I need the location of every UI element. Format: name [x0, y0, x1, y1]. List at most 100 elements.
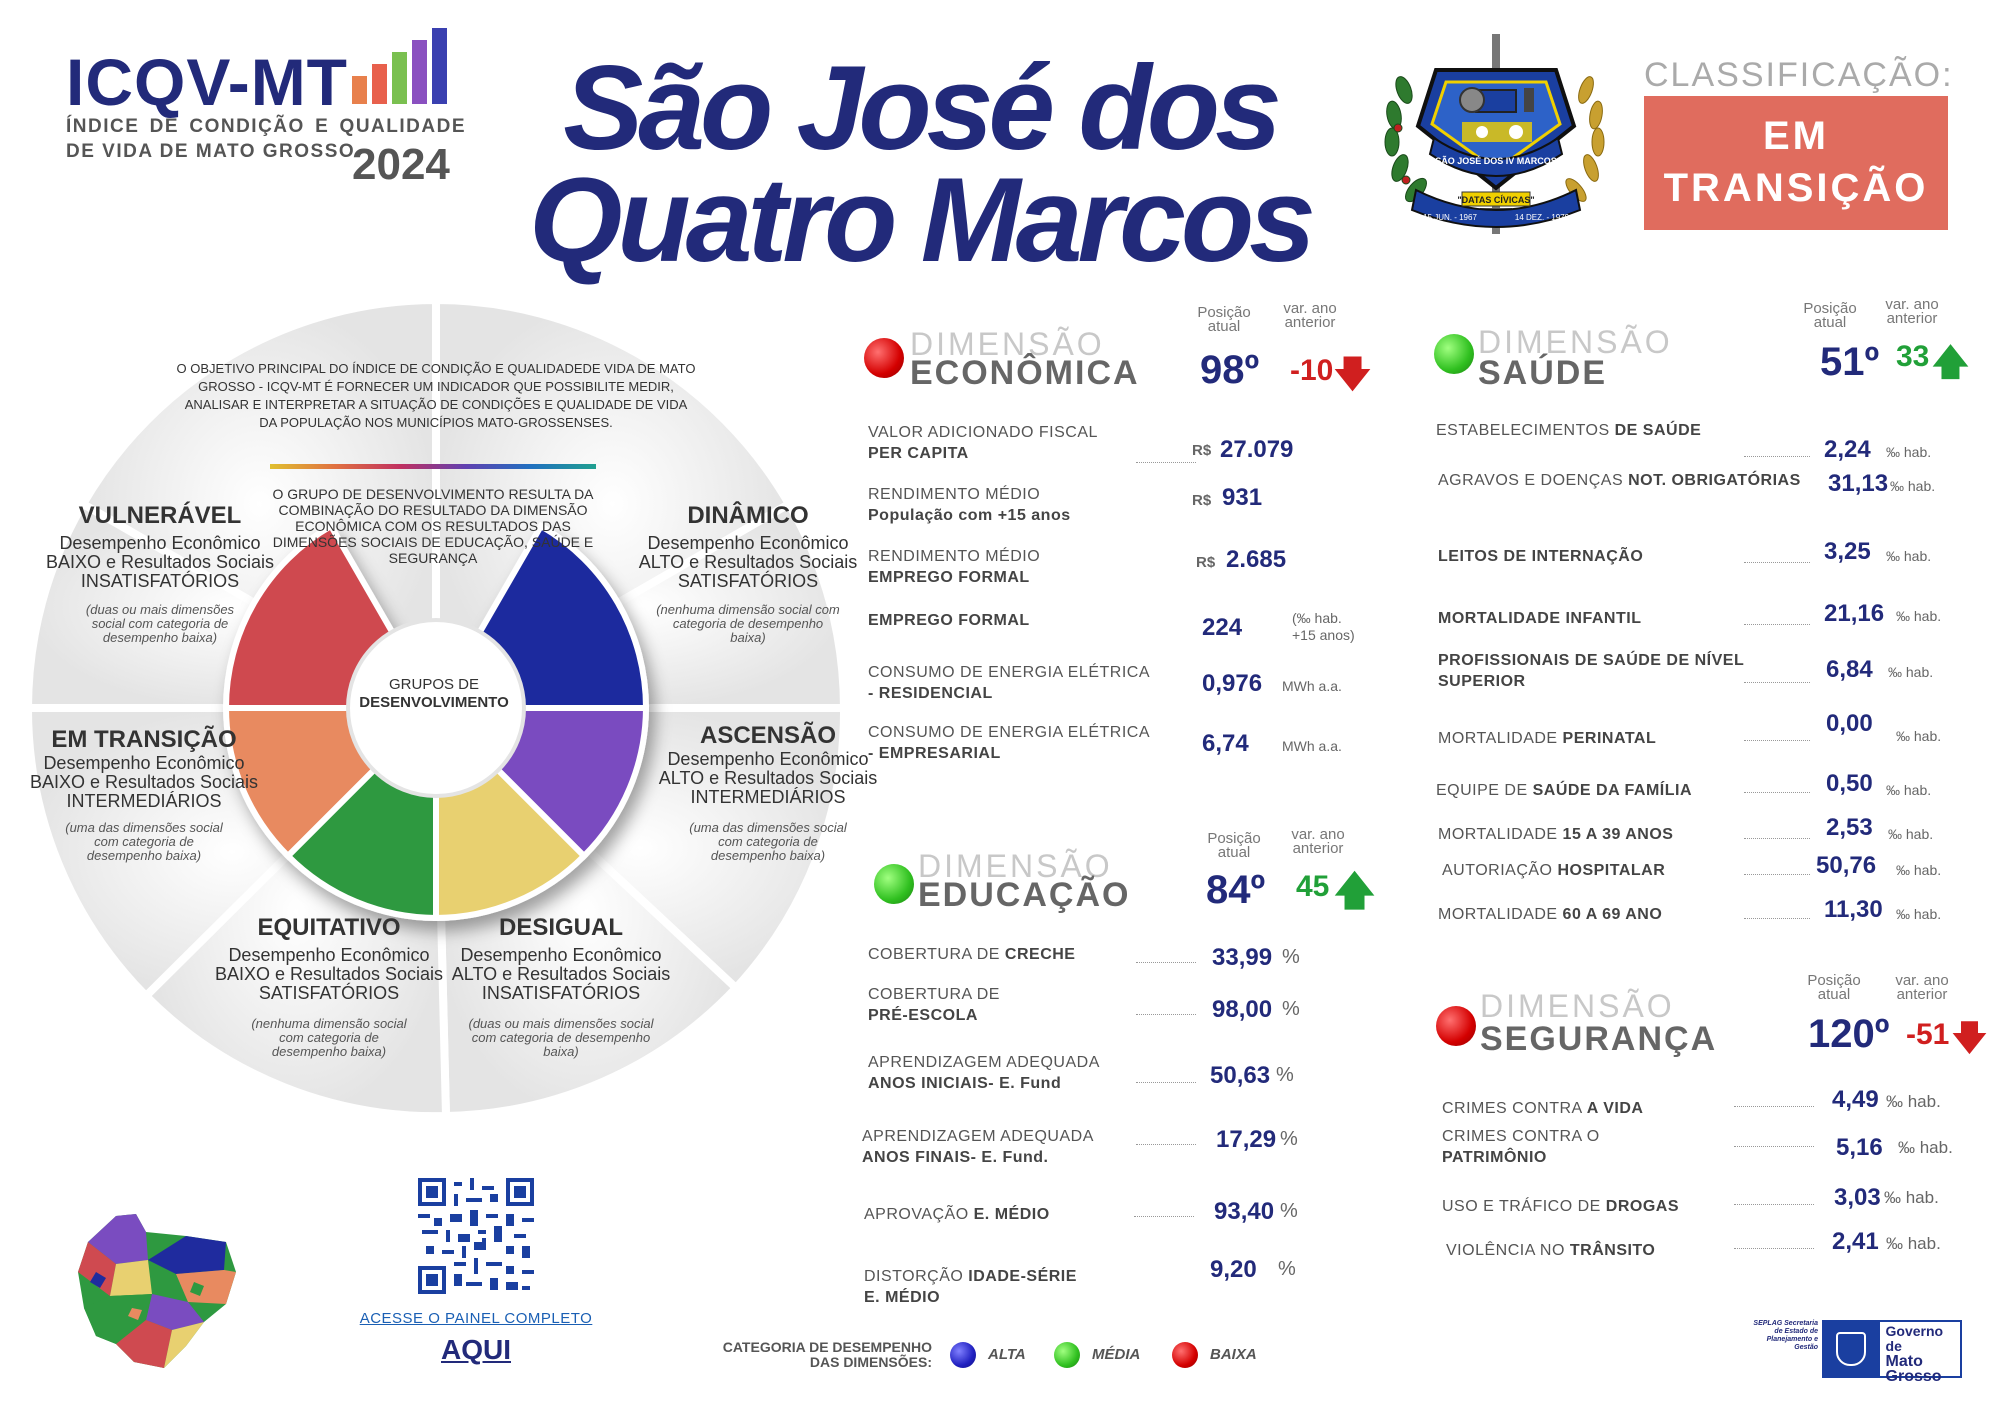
economica-rank: 98º — [1200, 348, 1260, 392]
ascensao-label: ASCENSÃO Desempenho Econômico ALTO e Res… — [648, 722, 888, 863]
indicator-value: 93,40 — [1214, 1198, 1275, 1225]
economica-variation: -10 — [1290, 354, 1334, 387]
indicator-value: 98,00 — [1212, 996, 1273, 1023]
classification-line2: TRANSIÇÃO — [1663, 166, 1929, 210]
indicator-label: MORTALIDADE INFANTIL — [1438, 610, 1642, 627]
seguranca-indicator-row: USO E TRÁFICO DE DROGAS 3,03 ‰ hab. — [1442, 1184, 1962, 1217]
indicator-label: CRIMES CONTRA A VIDA — [1442, 1100, 1644, 1117]
desigual-title: DESIGUAL — [498, 914, 623, 941]
indicator-unit: ‰ hab. — [1888, 826, 1934, 842]
em-transicao-desc: Desempenho Econômico BAIXO e Resultados … — [29, 753, 259, 811]
educacao-indicator-row: COBERTURA DE CRECHE 33,99 % — [868, 944, 1328, 971]
indicator-value: 0,00 — [1826, 710, 1873, 737]
vulneravel-title: VULNERÁVEL — [78, 502, 242, 529]
equitativo-note: (nenhuma dimensão social com categoria d… — [251, 1016, 407, 1059]
indicator-label: RENDIMENTO MÉDIO EMPREGO FORMAL — [868, 548, 1041, 586]
indicator-unit: % — [1282, 998, 1300, 1020]
saude-variation-header: var. ano anterior — [1885, 296, 1939, 327]
indicator-unit: (‰ hab. +15 anos) — [1292, 610, 1355, 643]
mato-grosso-map — [78, 1214, 236, 1368]
indicator-value: 224 — [1202, 614, 1243, 641]
gov-line3: Grosso — [1885, 1368, 1942, 1385]
indicator-label: EMPREGO FORMAL — [868, 612, 1030, 629]
economica-dimension-word: DIMENSÃO — [910, 326, 1105, 362]
indicator-unit: MWh a.a. — [1282, 738, 1342, 754]
indicator-label: CONSUMO DE ENERGIA ELÉTRICA - RESIDENCIAL — [868, 664, 1150, 702]
objective-text: O OBJETIVO PRINCIPAL DO ÍNDICE DE CONDIÇ… — [176, 361, 696, 430]
gov-line1: Governo de — [1885, 1323, 1944, 1354]
indicator-value: 6,84 — [1826, 656, 1873, 683]
seguranca-title: SEGURANÇA — [1480, 1020, 1718, 1058]
indicator-label: VIOLÊNCIA NO TRÂNSITO — [1446, 1242, 1656, 1259]
saude-indicator-row: MORTALIDADE PERINATAL 0,00 ‰ hab. — [1438, 710, 1978, 749]
indicator-value: 3,25 — [1824, 538, 1871, 565]
emblem-ribbon-text: "DATAS CÍVICAS" — [1457, 195, 1534, 205]
educacao-indicator-row: APRENDIZAGEM ADEQUADA ANOS FINAIS- E. Fun… — [862, 1126, 1322, 1168]
indicator-label: MORTALIDADE PERINATAL — [1438, 730, 1657, 747]
indicator-unit: ‰ hab. — [1886, 782, 1932, 798]
qr-code[interactable] — [418, 1178, 534, 1294]
educacao-variation: 45 — [1296, 870, 1330, 903]
indicator-label: APROVAÇÃO E. MÉDIO — [864, 1206, 1050, 1223]
seguranca-indicator-row: VIOLÊNCIA NO TRÂNSITO 2,41 ‰ hab. — [1446, 1228, 1966, 1261]
indicator-label: AUTORIAÇÃO HOSPITALAR — [1442, 862, 1666, 879]
saude-indicator-row: LEITOS DE INTERNAÇÃO 3,25 ‰ hab. — [1438, 538, 1978, 567]
desigual-label: DESIGUAL Desempenho Econômico ALTO e Res… — [446, 914, 676, 1059]
saude-category-dot — [1434, 334, 1474, 374]
indicator-label: COBERTURA DE CRECHE — [868, 946, 1076, 963]
legend-title: CATEGORIA DE DESEMPENHO DAS DIMENSÕES: — [722, 1339, 932, 1370]
seguranca-position-header: Posição atual — [1807, 972, 1861, 1003]
classification-line1: EM — [1763, 114, 1829, 158]
saude-title: SAÚDE — [1478, 354, 1608, 392]
saude-variation: 33 — [1896, 340, 1930, 373]
bar-chart-icon — [352, 28, 456, 104]
legend-dot-media — [1054, 1342, 1080, 1368]
vulneravel-desc: Desempenho Econômico BAIXO e Resultados … — [45, 533, 275, 591]
government-seal-icon — [1824, 1322, 1880, 1376]
indicator-label: VALOR ADICIONADO FISCAL PER CAPITA — [868, 424, 1098, 462]
indicator-label: LEITOS DE INTERNAÇÃO — [1438, 548, 1644, 565]
panel-aqui-link[interactable]: AQUI — [441, 1334, 511, 1365]
saude-indicator-row: MORTALIDADE 60 A 69 ANO 11,30 ‰ hab. — [1438, 888, 1978, 925]
indicator-value: 4,49 — [1832, 1086, 1879, 1113]
economica-indicator-row: RENDIMENTO MÉDIO EMPREGO FORMAL R$ 2.685 — [868, 546, 1488, 588]
emblem-date-right: 14 DEZ. - 1979 — [1515, 213, 1570, 222]
arrow-up-icon: 🡅 — [1334, 869, 1376, 913]
indicator-unit: ‰ hab. — [1886, 548, 1932, 564]
saude-indicator-row: AGRAVOS E DOENÇAS NOT. OBRIGATÓRIAS 31,1… — [1438, 470, 1978, 497]
educacao-indicator-row: COBERTURA DE PRÉ-ESCOLA 98,00 % — [868, 984, 1328, 1026]
vulneravel-label: VULNERÁVEL Desempenho Econômico BAIXO e … — [40, 502, 280, 645]
indicator-label: USO E TRÁFICO DE DROGAS — [1442, 1198, 1680, 1215]
coat-of-arms-emblem: SÃO JOSÉ DOS IV MARCOS "DATAS CÍVICAS" 1… — [1384, 34, 1605, 234]
educacao-indicator-row: APRENDIZAGEM ADEQUADA ANOS INICIAIS- E. F… — [868, 1052, 1328, 1094]
indicator-unit: % — [1276, 1064, 1294, 1086]
government-name: Governo de Mato Grosso — [1880, 1322, 1960, 1385]
indicator-label: MORTALIDADE 15 A 39 ANOS — [1438, 826, 1674, 843]
indicator-value: 0,976 — [1202, 670, 1263, 697]
currency-label: R$ — [1192, 492, 1212, 509]
logo-subtitle: ÍNDICE DE CONDIÇÃO E QUALIDADE DE VIDA D… — [66, 116, 466, 162]
wheel-center — [346, 618, 526, 798]
indicator-unit: ‰ hab. — [1896, 728, 1942, 744]
em-transicao-note: (uma das dimensões social com categoria … — [65, 820, 223, 863]
legend-label-baixa: BAIXA — [1210, 1346, 1257, 1363]
indicator-label: DISTORÇÃO IDADE-SÉRIE E. MÉDIO — [864, 1268, 1077, 1306]
economica-indicator-row: RENDIMENTO MÉDIO População com +15 anos R… — [868, 484, 1488, 526]
indicator-unit: % — [1280, 1128, 1298, 1150]
saude-position-header: Posição atual — [1803, 300, 1857, 331]
panel-link[interactable]: ACESSE O PAINEL COMPLETO — [359, 1310, 593, 1327]
educacao-title: EDUCAÇÃO — [918, 876, 1131, 914]
indicator-label: PROFISSIONAIS DE SAÚDE DE NÍVEL SUPERIOR — [1438, 652, 1745, 690]
indicator-label: APRENDIZAGEM ADEQUADA ANOS FINAIS- E. Fun… — [862, 1128, 1094, 1166]
indicator-unit: MWh a.a. — [1282, 678, 1342, 694]
indicator-label: APRENDIZAGEM ADEQUADA ANOS INICIAIS- E. F… — [868, 1054, 1100, 1092]
city-name: São José dos Quatro Marcos — [490, 48, 1350, 280]
desigual-desc: Desempenho Econômico ALTO e Resultados S… — [451, 945, 671, 1003]
indicator-unit: % — [1280, 1200, 1298, 1222]
legend-label-media: MÉDIA — [1092, 1346, 1141, 1363]
saude-dimension-word: DIMENSÃO — [1478, 324, 1673, 360]
economica-indicator-row: CONSUMO DE ENERGIA ELÉTRICA - RESIDENCIAL… — [868, 662, 1488, 704]
logo-year: 2024 — [352, 140, 450, 189]
saude-indicator-row: EQUIPE DE SAÚDE DA FAMÍLIA 0,50 ‰ hab. — [1436, 762, 1976, 801]
indicator-value: 27.079 — [1220, 436, 1294, 463]
